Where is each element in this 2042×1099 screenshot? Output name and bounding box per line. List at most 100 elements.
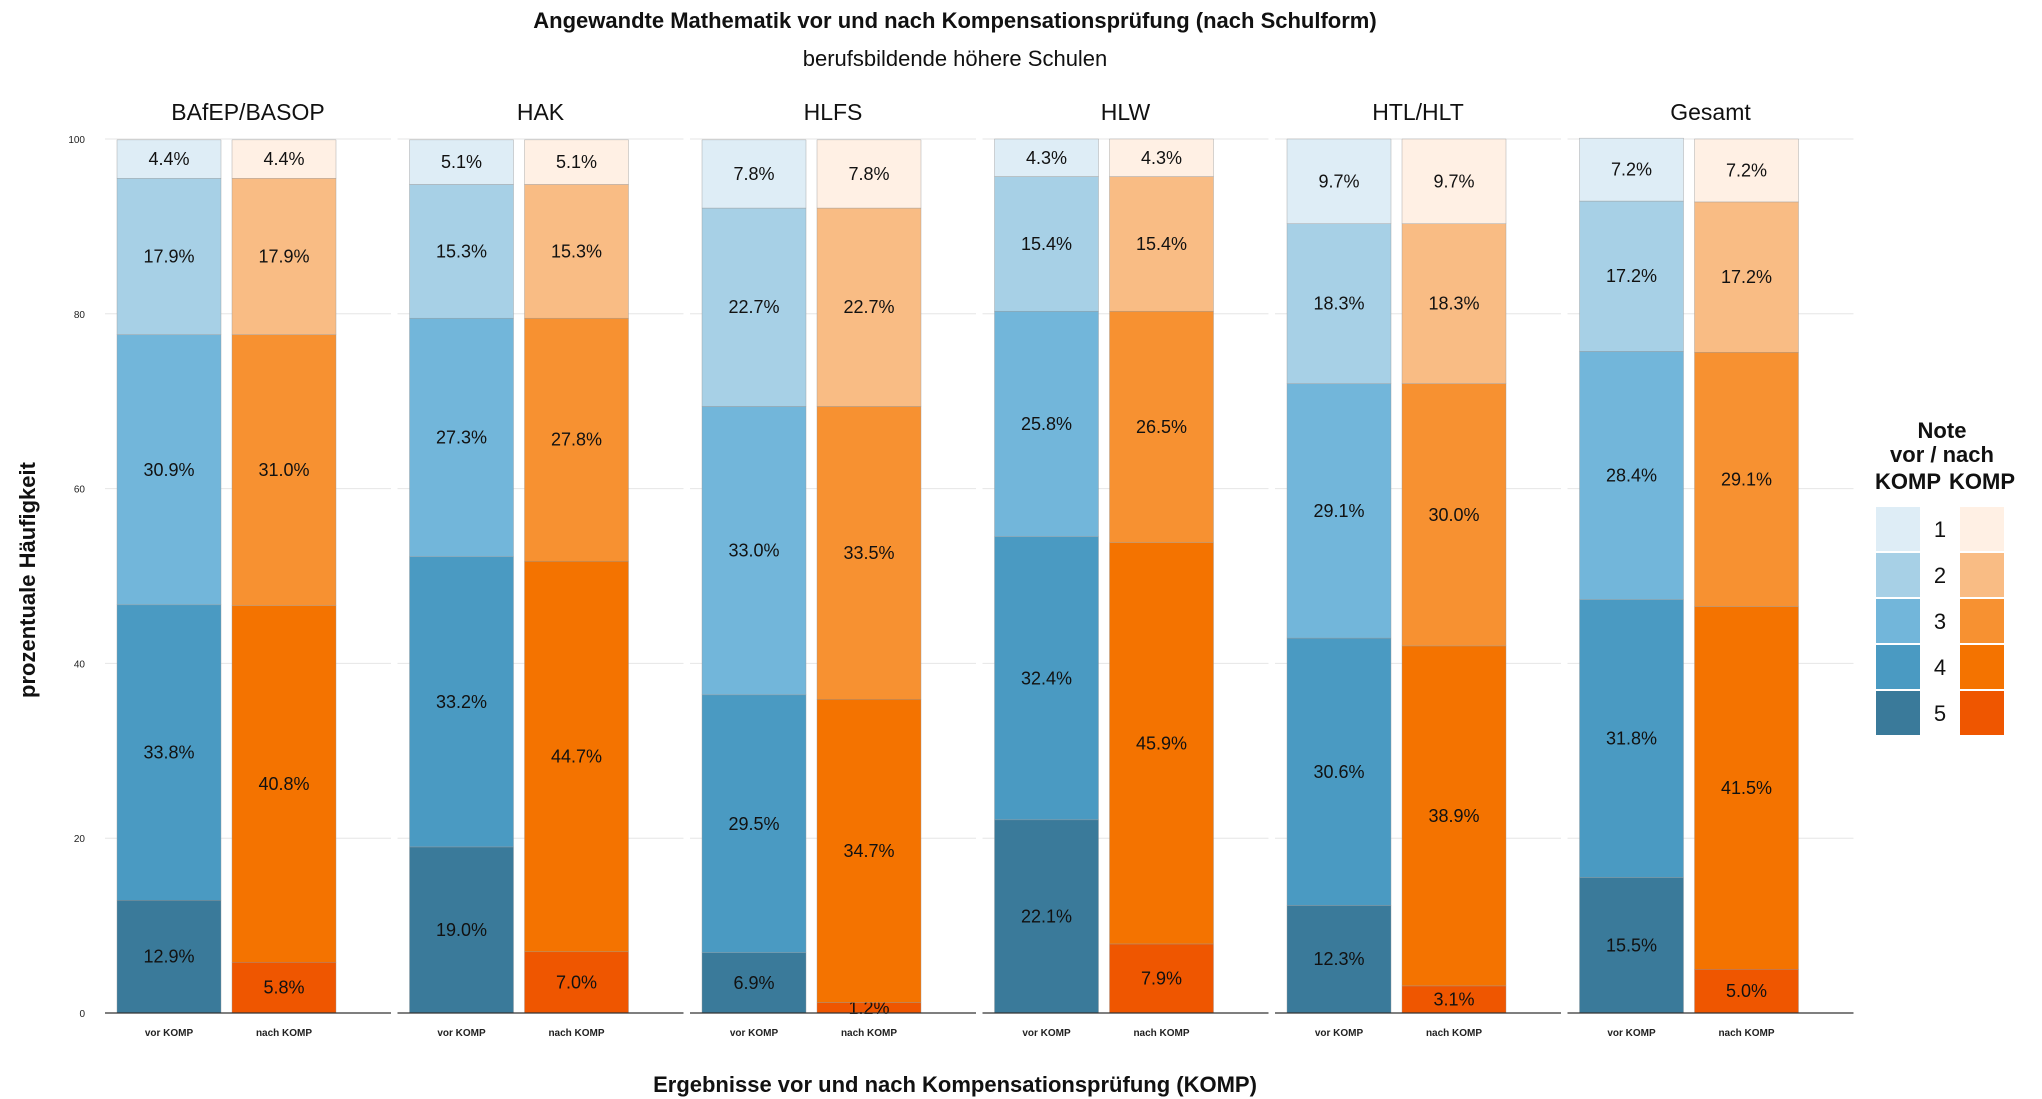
data-label: 7.2% (1726, 160, 1767, 180)
data-label: 29.1% (1721, 469, 1772, 489)
data-label: 41.5% (1721, 778, 1772, 798)
bar-segment (524, 951, 629, 1014)
bar-segment (1694, 138, 1799, 203)
data-label: 31.0% (258, 460, 309, 480)
panel-4: HTL/HLT 12.3% 30.6% 29.1% 18.3% 9.7% vor KOMP 3… (1275, 99, 1561, 1039)
x-tick-label: nach KOMP (1426, 1028, 1482, 1039)
chart-subtitle: berufsbildende höhere Schulen (803, 46, 1108, 71)
data-label: 22.7% (843, 297, 894, 317)
bar-segment (816, 139, 922, 209)
panel-3: HLW 22.1% 32.4% 25.8% 15.4% 4.3% vor KOMP 7.9% 4… (982, 99, 1269, 1039)
data-label: 33.5% (843, 543, 894, 563)
data-label: 4.3% (1141, 148, 1182, 168)
x-tick-label: nach KOMP (256, 1028, 312, 1039)
x-tick-label: nach KOMP (841, 1028, 897, 1039)
data-label: 15.3% (436, 241, 487, 261)
legend-grade-label: 3 (1934, 609, 1946, 634)
data-label: 45.9% (1136, 733, 1187, 753)
data-label: 25.8% (1021, 414, 1072, 434)
bar-segment (1579, 351, 1684, 600)
y-tick-label: 0 (79, 1009, 85, 1020)
panel-title: HLW (1101, 99, 1151, 125)
data-label: 26.5% (1136, 417, 1187, 437)
x-tick-label: vor KOMP (1022, 1028, 1071, 1039)
bar-segment (409, 317, 514, 557)
bar-segment (116, 178, 222, 335)
data-label: 17.9% (258, 247, 309, 267)
bar-segment (816, 699, 922, 1003)
bar-segment (1286, 138, 1392, 224)
data-label: 30.9% (143, 460, 194, 480)
bar-segment (701, 406, 807, 696)
bar-segment (116, 900, 222, 1014)
data-label: 4.3% (1026, 148, 1067, 168)
data-label: 15.4% (1136, 234, 1187, 254)
data-label: 33.0% (728, 541, 779, 561)
bar-segment (1579, 137, 1684, 202)
x-tick-label: vor KOMP (437, 1028, 486, 1039)
legend-grade-label: 4 (1934, 655, 1946, 680)
bar-segment (816, 406, 922, 700)
y-axis-label: prozentuale Häufigkeit (15, 461, 40, 698)
data-label: 38.9% (1428, 806, 1479, 826)
legend-swatch-nach (1960, 645, 2004, 689)
legend-grade-label: 1 (1934, 517, 1946, 542)
data-label: 17.2% (1721, 267, 1772, 287)
bar-segment (231, 605, 337, 963)
data-label: 22.7% (728, 297, 779, 317)
bar-segment (524, 317, 629, 562)
bar-segment (1579, 599, 1684, 878)
bar-segment (409, 184, 514, 319)
bar-segment (816, 207, 922, 407)
bar-segment (409, 556, 514, 848)
data-label: 5.1% (556, 152, 597, 172)
bar-segment (231, 178, 337, 335)
bar-segment (116, 139, 222, 179)
bar-segment (994, 310, 1099, 537)
data-label: 33.8% (143, 743, 194, 763)
data-label: 40.8% (258, 774, 309, 794)
bar-segment (1109, 138, 1214, 177)
data-label: 4.4% (263, 149, 304, 169)
x-tick-label: nach KOMP (548, 1028, 604, 1039)
bar-segment (994, 176, 1099, 312)
legend-swatch-vor (1876, 645, 1920, 689)
data-label: 3.1% (1433, 989, 1474, 1009)
legend-swatch-vor (1876, 507, 1920, 551)
data-label: 18.3% (1428, 294, 1479, 314)
data-label: 6.9% (733, 973, 774, 993)
data-label: 19.0% (436, 920, 487, 940)
bar-segment (1109, 542, 1214, 945)
bar-segment (701, 694, 807, 953)
y-tick-label: 20 (74, 834, 86, 845)
data-label: 15.5% (1606, 935, 1657, 955)
data-label: 18.3% (1313, 294, 1364, 314)
bar-segment (524, 560, 629, 953)
data-label: 5.0% (1726, 981, 1767, 1001)
bar-segment (231, 139, 337, 179)
bar-segment (701, 952, 807, 1014)
x-tick-label: vor KOMP (1315, 1028, 1364, 1039)
data-label: 5.8% (263, 978, 304, 998)
data-label: 12.9% (143, 947, 194, 967)
data-label: 27.8% (551, 430, 602, 450)
data-label: 9.7% (1318, 171, 1359, 191)
data-label: 7.0% (556, 972, 597, 992)
data-label: 29.1% (1313, 501, 1364, 521)
legend-title: vor / nach (1890, 442, 1994, 467)
y-tick-label: 40 (74, 659, 86, 670)
x-tick-label: nach KOMP (1133, 1028, 1189, 1039)
legend-grade-label: 5 (1934, 701, 1946, 726)
bar-segment (409, 139, 514, 185)
x-tick-label: vor KOMP (145, 1028, 194, 1039)
bar-segment (701, 139, 807, 209)
legend-swatch-vor (1876, 691, 1920, 735)
legend-swatch-nach (1960, 507, 2004, 551)
data-label: 7.9% (1141, 968, 1182, 988)
panel-title: BAfEP/BASOP (171, 99, 324, 125)
bar-segment (701, 207, 807, 407)
bar-segment (994, 536, 1099, 821)
